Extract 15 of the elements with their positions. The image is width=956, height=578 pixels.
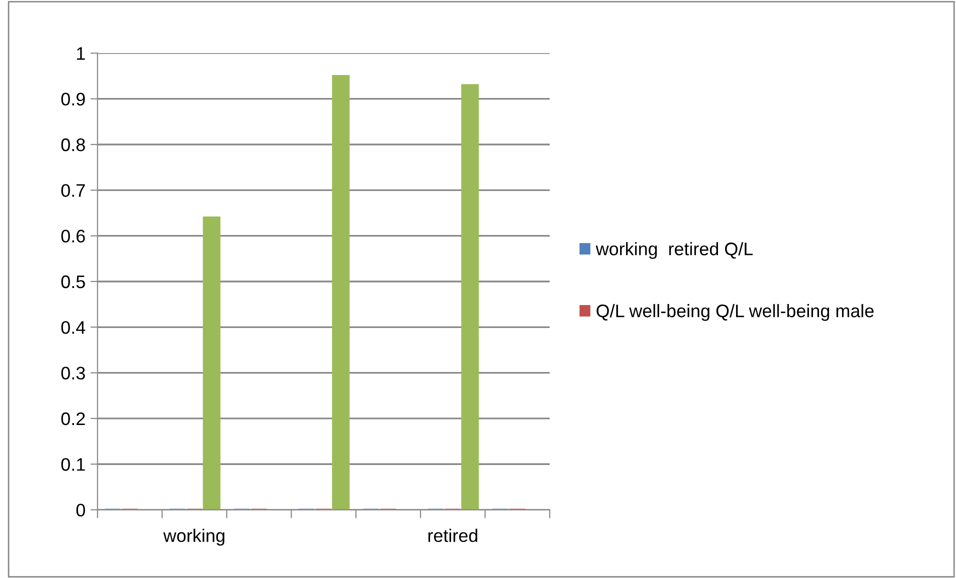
legend-label: Q/L well-being Q/L well-being male <box>596 304 874 321</box>
y-tick-label: 0 <box>76 504 85 517</box>
y-tick-label: 0.3 <box>61 366 85 380</box>
y-tick-label: 0.1 <box>61 458 85 471</box>
x-tick-label: working <box>163 528 224 546</box>
x-tick-label: retired <box>428 528 478 542</box>
y-tick-label: 0.6 <box>61 230 85 243</box>
y-tick-label: 0.4 <box>61 321 86 334</box>
y-tick-label: 0.7 <box>61 184 85 197</box>
y-tick-label: 0.2 <box>61 412 85 426</box>
y-tick-label: 1 <box>77 47 85 60</box>
y-tick-label: 0.5 <box>61 275 85 288</box>
y-tick-label: 0.8 <box>61 138 85 152</box>
legend-label: working retired Q/L <box>596 242 753 259</box>
y-tick-label: 0.9 <box>61 92 85 106</box>
